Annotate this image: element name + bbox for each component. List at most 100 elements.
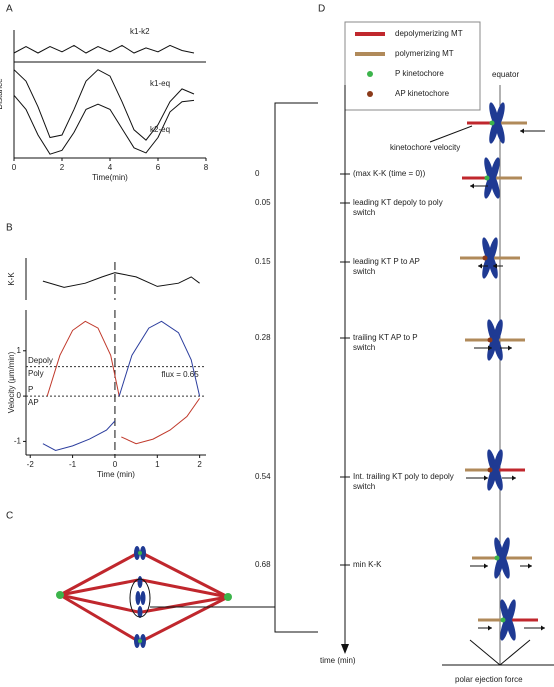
legend-swatch	[367, 91, 373, 97]
panel-label: A	[6, 4, 13, 15]
pointer	[429, 125, 473, 143]
pole	[56, 591, 64, 599]
region-label: P	[28, 385, 33, 394]
event-label: min K-K	[353, 560, 382, 569]
arrow-head	[488, 345, 492, 351]
panel-label: D	[318, 4, 325, 15]
event-time: 0.28	[255, 333, 271, 342]
chromatid	[495, 118, 505, 144]
arrow-head	[520, 128, 524, 134]
y-tick-label: -1	[14, 437, 22, 446]
line-series	[13, 69, 195, 141]
kinetochore-pair	[465, 449, 525, 491]
region-label: AP	[28, 398, 39, 407]
legend-swatch	[367, 71, 373, 77]
kinetochore-pair	[460, 237, 520, 279]
annotation: flux = 0.65	[162, 370, 200, 379]
chromatid	[506, 615, 516, 641]
force-lines	[469, 639, 531, 666]
label: kinetochore velocity	[390, 143, 460, 152]
kinetochore	[487, 467, 493, 473]
spindle	[59, 551, 229, 643]
kinetochore	[484, 175, 490, 181]
legend-label: depolymerizing MT	[395, 29, 463, 38]
x-axis-label: Time (min)	[97, 470, 135, 479]
line-series	[42, 320, 201, 452]
pole	[224, 593, 232, 601]
event-label: switch	[353, 267, 375, 276]
line-series	[13, 94, 195, 155]
kinetochore	[500, 617, 506, 623]
bracket	[150, 102, 318, 633]
event-label: Int. trailing KT poly to depoly	[353, 472, 454, 481]
region-label: Depoly	[28, 356, 53, 365]
series-label: k2-eq	[150, 125, 170, 134]
kinetochore-pair	[467, 102, 545, 144]
y-tick-label: 1	[17, 346, 22, 355]
panel-label: C	[6, 511, 13, 522]
event-time: 0.15	[255, 257, 271, 266]
label: polar ejection force	[455, 675, 523, 684]
event-label: switch	[353, 482, 375, 491]
region-label: Poly	[28, 369, 44, 378]
panel-label: B	[6, 223, 13, 234]
event-time: 0.68	[255, 560, 271, 569]
event-label: leading KT P to AP	[353, 257, 420, 266]
axis-label: time (min)	[320, 656, 356, 665]
legend-label: AP kinetochore	[395, 89, 450, 98]
chromosomes	[134, 546, 146, 648]
kinetochore-pair	[478, 599, 545, 641]
y-axis-label: K-K	[7, 272, 16, 286]
chromatid	[493, 335, 503, 361]
event-label: switch	[353, 343, 375, 352]
x-tick-label: 8	[204, 163, 209, 172]
x-tick-label: 6	[156, 163, 161, 172]
y-tick-label: 0	[17, 391, 22, 400]
event-time: 0	[255, 169, 260, 178]
arrow-head	[528, 563, 532, 569]
series-label: k1-eq	[150, 79, 170, 88]
arrow-head	[484, 563, 488, 569]
x-tick-label: 0	[12, 163, 17, 172]
arrow-head	[484, 475, 488, 481]
x-tick-label: 0	[113, 460, 118, 469]
series-label: k1-k2	[130, 27, 150, 36]
legend-label: P kinetochore	[395, 69, 444, 78]
arrow-head	[470, 183, 474, 189]
x-tick-label: 2	[197, 460, 202, 469]
event-label: (max K-K (time = 0))	[353, 169, 426, 178]
arrow-head	[512, 475, 516, 481]
x-tick-label: 2	[60, 163, 65, 172]
arrow-head	[341, 644, 349, 654]
line-series	[46, 320, 201, 445]
arrow-head	[488, 625, 492, 631]
y-axis-label: Distance	[0, 78, 4, 110]
event-label: leading KT depoly to poly	[353, 198, 443, 207]
chromatid	[500, 553, 510, 579]
chromatid	[490, 173, 500, 199]
line-series	[13, 44, 195, 54]
x-axis-label: Time(min)	[92, 173, 128, 182]
kinetochore	[487, 337, 493, 343]
kinetochore-pair	[462, 157, 522, 199]
event-label: trailing KT AP to P	[353, 333, 418, 342]
x-tick-label: -2	[27, 460, 35, 469]
y-axis-label: Velocity (μm/min)	[7, 351, 16, 413]
kinetochore-pair	[470, 537, 532, 579]
x-tick-label: 4	[108, 163, 113, 172]
kinetochore	[489, 120, 495, 126]
arrow-head	[493, 263, 497, 269]
event-time: 0.05	[255, 198, 271, 207]
kinetochore-pair	[465, 319, 525, 361]
legend-label: polymerizing MT	[395, 49, 454, 58]
arrow-head	[478, 263, 482, 269]
highlight	[129, 578, 151, 618]
label: equator	[492, 70, 519, 79]
line-series	[42, 272, 200, 288]
kinetochore	[482, 255, 488, 261]
x-tick-label: 1	[155, 460, 160, 469]
x-tick-label: -1	[69, 460, 77, 469]
arrow-head	[508, 345, 512, 351]
chromatid	[493, 465, 503, 491]
